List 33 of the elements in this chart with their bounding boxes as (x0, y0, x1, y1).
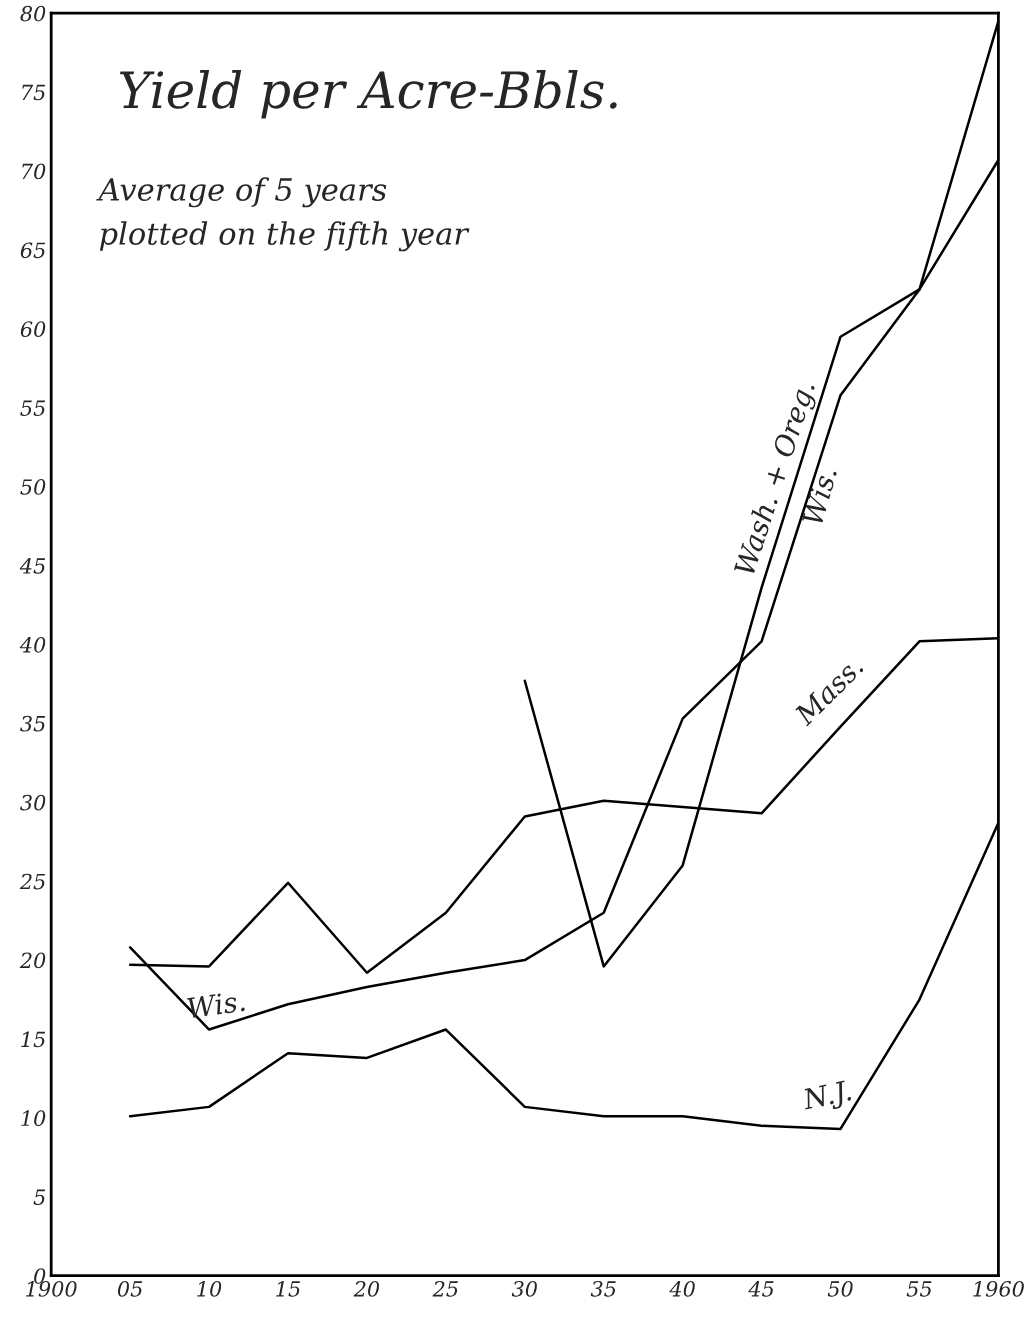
annotation: Wis. (801, 466, 838, 526)
x-tick-label: 10 (197, 1280, 222, 1297)
y-tick-label: 10 (21, 1110, 46, 1127)
x-tick-label: 25 (432, 1280, 458, 1297)
text: Wis. (186, 990, 245, 1019)
x-tick-label: 45 (748, 1280, 774, 1297)
x-tick-label: 20 (353, 1280, 380, 1297)
text: Average of 5 years plotted on the fifth year (96, 177, 470, 252)
x-tick-label: 55 (906, 1281, 932, 1297)
y-tick-label: 20 (19, 952, 46, 969)
y-tick-label: 40 (19, 636, 46, 653)
y-tick-label: 80 (20, 5, 46, 22)
y-tick-label: 25 (19, 873, 46, 890)
y-tick-label: 65 (20, 242, 46, 259)
y-tick-label: 35 (20, 715, 46, 732)
x-tick-label: 50 (827, 1280, 853, 1297)
y-tick-label: 15 (21, 1031, 46, 1048)
y-tick-label: 30 (20, 794, 46, 811)
y-tick-label: 60 (20, 321, 46, 338)
y-tick-label: 5 (33, 1189, 46, 1206)
x-tick-label: 40 (669, 1280, 695, 1297)
text: Yield per Acre-Bbls. (119, 70, 617, 119)
y-tick-label: 45 (19, 558, 46, 574)
x-tick-label: 1960 (973, 1280, 1024, 1297)
x-tick-label: 30 (511, 1280, 537, 1297)
x-tick-label: 05 (117, 1280, 143, 1297)
x-tick-label: 15 (276, 1280, 300, 1297)
y-tick-label: 70 (22, 163, 46, 180)
y-tick-label: 55 (20, 400, 46, 416)
text: N.J. (801, 1079, 853, 1116)
x-tick-label: 35 (590, 1280, 616, 1297)
y-tick-label: 75 (22, 84, 46, 101)
y-tick-label: 50 (20, 479, 46, 495)
